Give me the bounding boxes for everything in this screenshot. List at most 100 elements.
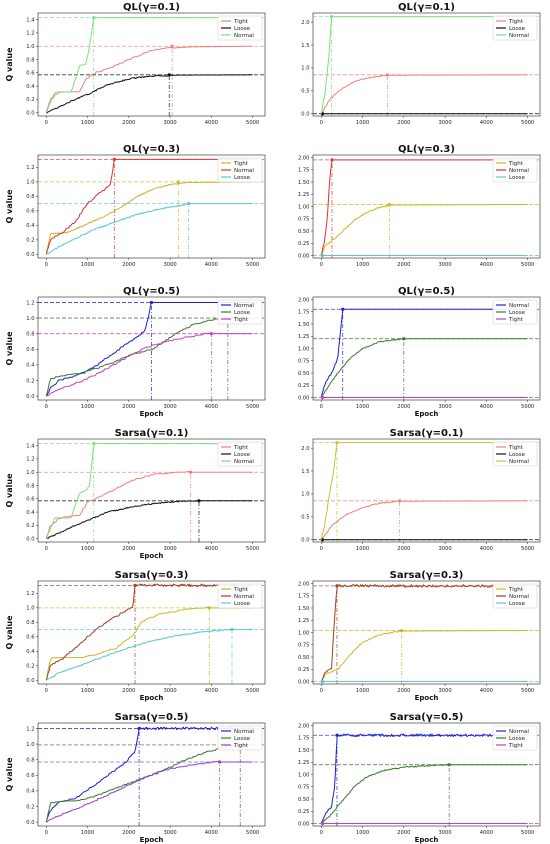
legend-box: [217, 583, 263, 609]
plot-frame: [37, 296, 266, 401]
convergence-point: [402, 337, 406, 341]
x-axis-label: Epoch: [415, 410, 439, 418]
chart-panel: QL(γ=0.1) Q value 0 1000 2000 3000 4000 5000 0.0…: [0, 0, 275, 134]
y-tick-label: 1.0: [301, 66, 309, 72]
x-tick-label: 1000: [81, 262, 94, 268]
y-tick-label: 0.2: [26, 664, 34, 670]
x-axis-label: Epoch: [140, 694, 164, 702]
y-tick-label: 1.2: [26, 726, 34, 732]
y-tick-label: 0.8: [26, 57, 34, 63]
x-tick-label: 0: [45, 404, 48, 410]
plot-frame: [312, 296, 541, 401]
x-tick-label: 3000: [163, 688, 176, 694]
y-tick-label: 1.50: [298, 748, 310, 754]
x-tick-label: 0: [320, 688, 323, 694]
chart-title: Sarsa(γ=0.5): [115, 712, 189, 723]
chart-title: Sarsa(γ=0.1): [390, 428, 464, 439]
x-tick-label: 4000: [205, 688, 218, 694]
y-tick-label: 0.25: [298, 809, 310, 815]
chart-svg: Sarsa(γ=0.1) 0 1000 2000 3000 4000 5000 0.0 0.5 1…: [301, 428, 541, 552]
convergence-point: [447, 763, 451, 767]
x-tick-label: 4000: [480, 120, 493, 126]
legend-label: Loose: [509, 175, 526, 181]
convergence-point: [167, 73, 171, 77]
legend-box: [217, 157, 263, 183]
x-tick-label: 2000: [122, 546, 135, 552]
chart-panel: QL(γ=0.1) 0 1000 2000 3000 4000 5000 0.0 0.5 1.0 1…: [275, 0, 550, 134]
chart-panel: QL(γ=0.5) Epoch 0 1000 2000 3000 4000 5000 0.00 0…: [275, 284, 550, 418]
chart-svg: Sarsa(γ=0.5) Epoch 0 1000 2000 3000 4000 5000 0.…: [298, 712, 541, 844]
plot-frame: [312, 438, 541, 543]
y-tick-label: 1.25: [298, 760, 310, 766]
chart-svg: QL(γ=0.3) Q value 0 1000 2000 3000 4000 5000 0.0…: [5, 144, 266, 268]
x-tick-label: 3000: [438, 120, 451, 126]
series-line: [320, 763, 528, 824]
y-tick-label: 0.5: [301, 515, 309, 521]
y-tick-label: 1.75: [298, 736, 310, 742]
convergence-point: [92, 442, 96, 446]
x-tick-label: 3000: [163, 262, 176, 268]
series-line: [46, 74, 253, 114]
y-tick-label: 1.0: [26, 606, 34, 612]
legend-label: Loose: [509, 26, 526, 32]
y-axis-label: Q value: [5, 473, 14, 508]
y-tick-label: 1.0: [26, 470, 34, 476]
x-tick-label: 1000: [356, 404, 369, 410]
legend-label: Loose: [234, 310, 251, 316]
x-tick-label: 5000: [246, 404, 259, 410]
series-line: [46, 332, 253, 397]
y-tick-label: 0.4: [26, 510, 35, 516]
legend-box: [217, 299, 263, 325]
legend-label: Tight: [233, 19, 249, 25]
x-tick-label: 2000: [397, 688, 410, 694]
x-tick-label: 4000: [205, 830, 218, 836]
x-tick-label: 1000: [356, 120, 369, 126]
x-tick-label: 4000: [205, 546, 218, 552]
y-tick-label: 0.50: [298, 797, 310, 803]
chart-panel: Sarsa(γ=0.3) Q value Epoch 0 1000 2000 3000 400…: [0, 568, 275, 702]
x-tick-label: 4000: [205, 404, 218, 410]
y-tick-label: 1.00: [298, 772, 310, 778]
legend-box: [492, 15, 538, 41]
series-line: [45, 203, 253, 255]
convergence-point: [170, 44, 174, 48]
y-tick-label: 0.00: [298, 253, 310, 259]
x-tick-label: 0: [320, 546, 323, 552]
chart-svg: Sarsa(γ=0.3) Q value Epoch 0 1000 2000 3000 400…: [5, 570, 266, 702]
y-tick-label: 1.4: [26, 443, 35, 449]
y-tick-label: 0.8: [26, 620, 34, 626]
plot-frame: [312, 154, 541, 259]
convergence-point: [330, 158, 334, 162]
y-tick-label: 0.6: [26, 71, 34, 77]
y-tick-label: 0.00: [298, 395, 310, 401]
legend-label: Normal: [509, 459, 529, 465]
y-tick-label: 1.4: [26, 17, 35, 23]
y-tick-label: 1.0: [26, 316, 34, 322]
legend-label: Normal: [234, 33, 254, 39]
x-tick-label: 1000: [356, 830, 369, 836]
y-tick-label: 1.50: [298, 322, 310, 328]
x-axis-label: Epoch: [140, 836, 164, 844]
legend-label: Tight: [508, 317, 524, 323]
y-tick-label: 0.0: [26, 678, 34, 684]
y-tick-label: 1.25: [298, 192, 310, 198]
legend-label: Tight: [233, 317, 249, 323]
convergence-point: [335, 733, 339, 737]
y-tick-label: 0.2: [26, 378, 34, 384]
convergence-point: [92, 16, 96, 20]
y-tick-label: 2.00: [298, 723, 310, 729]
plot-frame: [37, 580, 266, 685]
legend-label: Loose: [234, 452, 251, 458]
x-tick-label: 1000: [81, 404, 94, 410]
x-tick-label: 1000: [356, 262, 369, 268]
x-tick-label: 4000: [480, 830, 493, 836]
x-tick-label: 5000: [521, 262, 534, 268]
legend-label: Normal: [509, 33, 529, 39]
x-tick-label: 3000: [438, 262, 451, 268]
y-tick-label: 0.0: [26, 820, 34, 826]
y-tick-label: 1.25: [298, 334, 310, 340]
y-tick-label: 0.0: [26, 252, 34, 258]
